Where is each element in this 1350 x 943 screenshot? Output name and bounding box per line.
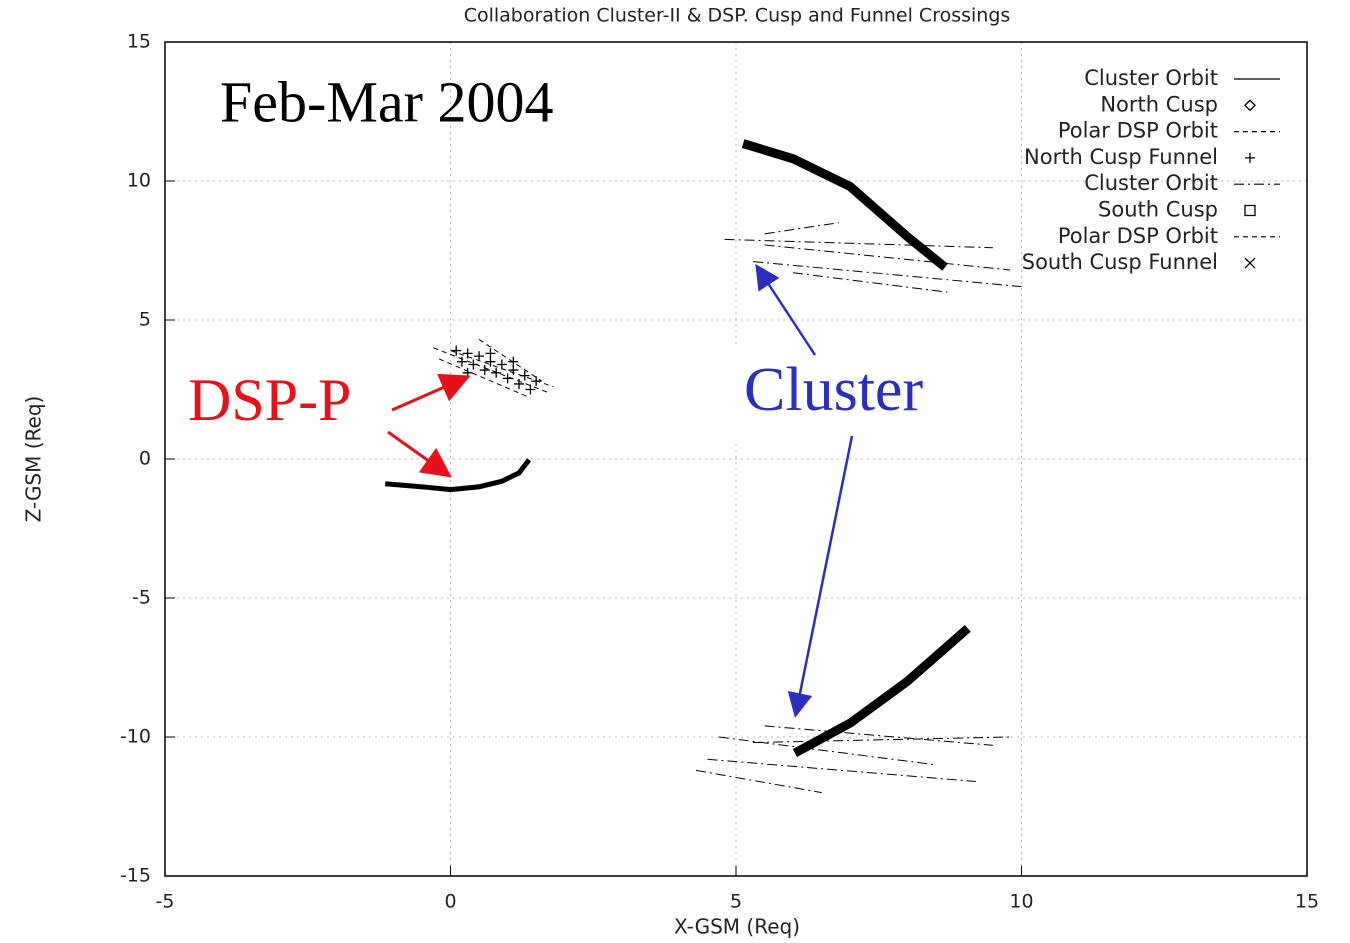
- series-line: [718, 736, 936, 766]
- series-line: [753, 736, 1011, 744]
- point: [468, 359, 479, 370]
- point: [485, 348, 496, 359]
- annotation-box: [728, 348, 978, 440]
- series-line: [793, 272, 948, 293]
- point: [479, 365, 490, 376]
- point: [508, 356, 519, 367]
- x-tick-label: -5: [156, 891, 175, 913]
- y-tick-label: -15: [120, 865, 151, 887]
- arrow: [391, 373, 471, 412]
- legend-label: South Cusp Funnel: [1022, 250, 1218, 274]
- point: [502, 373, 513, 384]
- legend-swatch: [1244, 204, 1256, 217]
- legend-label: North Cusp: [1100, 92, 1218, 116]
- arrow: [755, 263, 817, 356]
- arrow: [387, 430, 452, 478]
- x-tick-label: 10: [1009, 891, 1033, 913]
- series-line: [792, 625, 971, 757]
- annotation: DSP-P: [188, 367, 351, 433]
- plot-frame: [164, 41, 1308, 877]
- y-tick-label: 0: [139, 448, 151, 470]
- legend-swatch: [1245, 152, 1255, 163]
- legend-label: Cluster Orbit: [1084, 66, 1218, 90]
- point: [496, 359, 507, 370]
- legend-label: South Cusp: [1098, 198, 1218, 222]
- series-line: [478, 339, 543, 382]
- x-tick-label: 0: [444, 891, 456, 913]
- y-axis-label: Z-GSM (Req): [22, 396, 46, 523]
- point: [491, 367, 502, 378]
- y-tick-label: 10: [127, 170, 151, 192]
- y-tick-label: 5: [139, 309, 151, 331]
- series-line: [433, 347, 548, 393]
- arrow: [787, 435, 854, 718]
- series-line: [724, 238, 993, 249]
- y-tick-label: -5: [132, 587, 151, 609]
- x-tick-label: 5: [730, 891, 742, 913]
- point: [474, 351, 485, 362]
- series-line: [753, 261, 1022, 288]
- point: [514, 378, 525, 389]
- x-axis-label: X-GSM (Req): [674, 915, 800, 939]
- legend-label: Polar DSP Orbit: [1058, 119, 1218, 143]
- point: [531, 376, 542, 387]
- x-tick-label: 15: [1295, 891, 1319, 913]
- legend-label: North Cusp Funnel: [1024, 145, 1218, 169]
- y-tick-label: -10: [120, 726, 151, 748]
- marks: [384, 139, 1022, 794]
- point: [462, 348, 473, 359]
- annotation: Cluster: [744, 356, 923, 424]
- series-line: [695, 769, 822, 794]
- point: [485, 356, 496, 367]
- legend-swatch: [1244, 99, 1256, 112]
- legend-label: Polar DSP Orbit: [1058, 224, 1218, 248]
- annotation: Feb-Mar 2004: [220, 69, 553, 134]
- legend-label: Cluster Orbit: [1084, 171, 1218, 195]
- point: [525, 384, 536, 395]
- point: [456, 356, 467, 367]
- series-line: [764, 244, 1011, 271]
- point: [519, 370, 530, 381]
- series-line: [707, 758, 976, 782]
- series-line: [764, 222, 839, 235]
- point: [508, 365, 519, 376]
- chart-title: Collaboration Cluster-II & DSP. Cusp and…: [464, 5, 1011, 27]
- y-tick-label: 15: [127, 31, 151, 53]
- series-line: [764, 725, 993, 746]
- series-line: [438, 358, 531, 399]
- series-line: [384, 458, 532, 493]
- annotation-box: [178, 360, 390, 446]
- legend-swatch: [1244, 257, 1256, 269]
- point: [451, 345, 462, 356]
